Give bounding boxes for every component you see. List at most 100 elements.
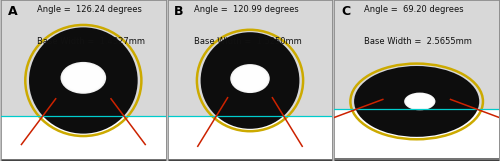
Bar <box>334 159 499 160</box>
Bar <box>334 160 499 161</box>
Bar <box>168 159 332 160</box>
Ellipse shape <box>240 72 260 85</box>
Ellipse shape <box>239 71 261 86</box>
Bar <box>334 158 499 160</box>
Bar <box>168 159 332 161</box>
Bar <box>334 159 499 160</box>
Bar <box>1 159 166 160</box>
Bar <box>168 159 332 160</box>
Bar <box>168 159 332 160</box>
Bar <box>1 160 166 161</box>
Ellipse shape <box>236 69 264 88</box>
Bar <box>168 159 332 160</box>
Bar <box>334 160 499 161</box>
Bar <box>334 0 499 109</box>
Bar <box>1 160 166 161</box>
Bar <box>1 160 166 161</box>
Bar <box>334 159 499 161</box>
Bar <box>334 159 499 161</box>
Ellipse shape <box>233 66 267 91</box>
Ellipse shape <box>407 94 432 109</box>
Bar <box>1 159 166 160</box>
Bar <box>168 160 332 161</box>
Bar <box>168 159 332 161</box>
Bar <box>168 160 332 161</box>
Ellipse shape <box>405 93 434 110</box>
Bar <box>334 160 499 161</box>
Bar <box>1 159 166 161</box>
Text: C: C <box>341 5 350 18</box>
Bar <box>334 160 499 161</box>
Bar <box>334 159 499 160</box>
Bar <box>1 159 166 160</box>
Bar <box>168 159 332 160</box>
Bar <box>1 160 166 161</box>
Bar <box>1 159 166 161</box>
Bar <box>334 159 499 160</box>
Bar <box>1 159 166 160</box>
Bar <box>334 159 499 161</box>
Bar <box>1 159 166 160</box>
Text: A: A <box>8 5 17 18</box>
Ellipse shape <box>236 68 264 89</box>
Bar <box>1 159 166 160</box>
Bar <box>168 160 332 161</box>
Ellipse shape <box>60 62 106 94</box>
Bar <box>334 159 499 160</box>
Bar <box>334 159 499 160</box>
Bar <box>334 160 499 161</box>
Ellipse shape <box>70 68 98 88</box>
Ellipse shape <box>410 96 430 107</box>
Ellipse shape <box>230 64 270 93</box>
Bar <box>334 159 499 160</box>
Bar <box>168 159 332 160</box>
Bar <box>1 159 166 161</box>
Ellipse shape <box>29 27 138 134</box>
Bar <box>1 159 166 160</box>
Ellipse shape <box>354 66 479 137</box>
Bar <box>1 159 166 160</box>
Bar <box>334 159 499 160</box>
Bar <box>168 159 332 161</box>
Ellipse shape <box>406 94 433 109</box>
Bar <box>168 160 332 161</box>
Bar <box>168 159 332 160</box>
Bar <box>1 160 166 161</box>
Bar <box>1 160 166 161</box>
Bar <box>168 159 332 160</box>
Bar <box>334 159 499 161</box>
Ellipse shape <box>72 70 94 85</box>
Bar <box>1 159 166 161</box>
Bar <box>1 159 166 161</box>
Bar <box>1 0 166 116</box>
Bar <box>168 159 332 160</box>
Bar <box>168 159 332 160</box>
Bar <box>1 159 166 160</box>
Bar <box>168 159 332 160</box>
Ellipse shape <box>404 93 436 110</box>
Bar <box>334 159 499 161</box>
Text: Angle =  120.99 degrees: Angle = 120.99 degrees <box>194 5 299 14</box>
Bar <box>1 160 166 161</box>
Bar <box>334 159 499 160</box>
Bar <box>168 160 332 161</box>
Text: Base Width =  1.5250mm: Base Width = 1.5250mm <box>194 37 302 46</box>
Ellipse shape <box>64 64 103 92</box>
Bar <box>334 159 499 160</box>
Bar <box>1 159 166 160</box>
Bar <box>168 160 332 161</box>
Bar <box>334 159 499 160</box>
Bar <box>334 159 499 160</box>
Bar <box>1 159 166 160</box>
Bar <box>168 159 332 160</box>
Bar <box>168 160 332 161</box>
Bar <box>168 160 332 161</box>
Ellipse shape <box>408 95 432 108</box>
Bar <box>168 159 332 160</box>
Bar <box>334 158 499 160</box>
Ellipse shape <box>412 97 428 106</box>
Bar <box>168 159 332 160</box>
Bar <box>168 160 332 161</box>
Bar <box>334 159 499 160</box>
Text: Angle =  126.24 degrees: Angle = 126.24 degrees <box>37 5 142 14</box>
